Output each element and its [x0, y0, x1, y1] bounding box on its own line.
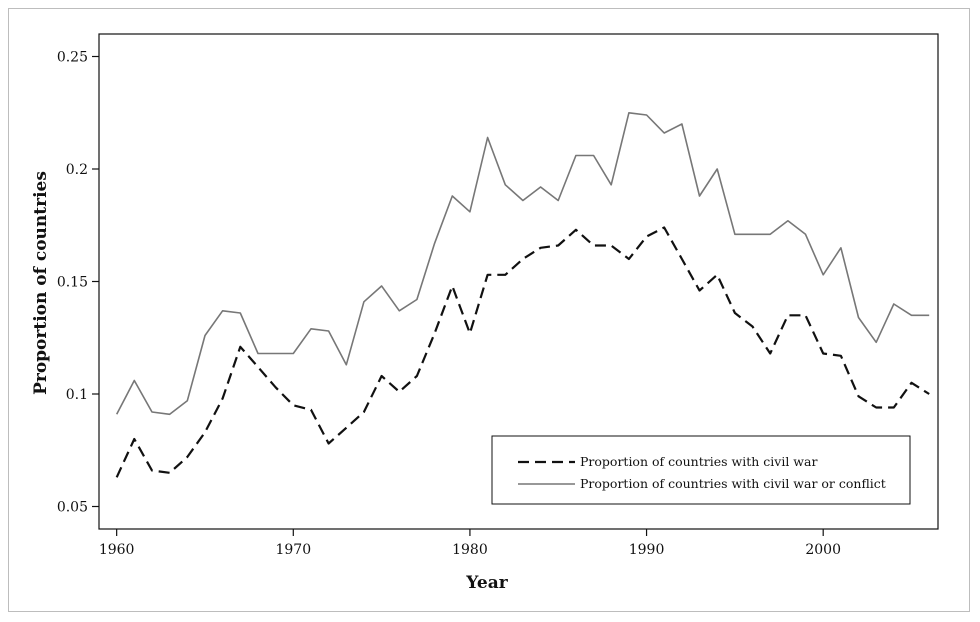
series-line-1: [115, 112, 930, 416]
y-tick-label-3: 0.2: [66, 162, 88, 178]
x-tick-label-1990: 1990: [629, 542, 665, 558]
legend-box: [491, 435, 911, 505]
x-axis: 1960 1970 1980 1990 2000: [99, 529, 841, 558]
x-tick-label-1970: 1970: [275, 542, 311, 558]
y-tick-label-0: 0.05: [57, 500, 88, 516]
legend-label-civil-war-or-conflict: Proportion of countries with civil war o…: [580, 476, 886, 491]
x-tick-label-1960: 1960: [99, 542, 135, 558]
series-line-0: [115, 226, 930, 478]
y-tick-label-1: 0.1: [66, 387, 88, 403]
y-tick-label-4: 0.25: [57, 50, 88, 66]
y-axis: 0.05 0.1 0.15 0.2 0.25: [57, 50, 99, 516]
legend-label-civil-war: Proportion of countries with civil war: [580, 454, 817, 469]
figure-frame: [8, 8, 970, 612]
y-tick-label-2: 0.15: [57, 275, 88, 291]
x-tick-label-2000: 2000: [805, 542, 841, 558]
y-axis-title: Proportion of countries: [31, 171, 51, 395]
series-layer: [115, 112, 930, 478]
x-axis-title: Year: [465, 573, 508, 593]
legend: Proportion of countries with civil war P…: [491, 435, 911, 505]
x-tick-label-1980: 1980: [452, 542, 488, 558]
